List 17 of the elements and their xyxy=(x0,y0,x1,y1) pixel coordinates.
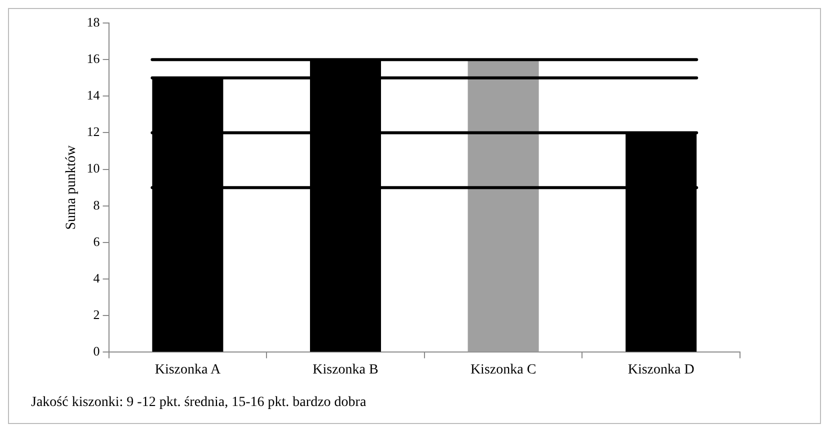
y-tick-label: 4 xyxy=(93,270,100,286)
x-tick-label: Kiszonka C xyxy=(470,362,536,378)
y-tick-label: 2 xyxy=(93,307,100,322)
y-tick-label: 8 xyxy=(93,197,100,212)
y-tick-label: 12 xyxy=(86,124,100,140)
y-tick-label: 0 xyxy=(93,344,100,359)
y-tick-label: 14 xyxy=(86,88,100,103)
y-tick-label: 6 xyxy=(93,234,100,249)
x-tick-label: Kiszonka D xyxy=(628,362,694,378)
y-tick-label: 18 xyxy=(86,14,100,30)
text: Jakość kiszonki: 9 -12 pkt. średnia, 15-16 pkt. bardzo dobra xyxy=(31,395,366,411)
bar xyxy=(468,60,539,352)
y-tick-label: 10 xyxy=(86,160,100,176)
y-tick-label: 16 xyxy=(86,51,100,66)
x-tick-label: Kiszonka B xyxy=(312,362,378,378)
y-axis-title: Suma punktów xyxy=(64,144,80,230)
x-tick-label: Kiszonka A xyxy=(154,362,222,378)
